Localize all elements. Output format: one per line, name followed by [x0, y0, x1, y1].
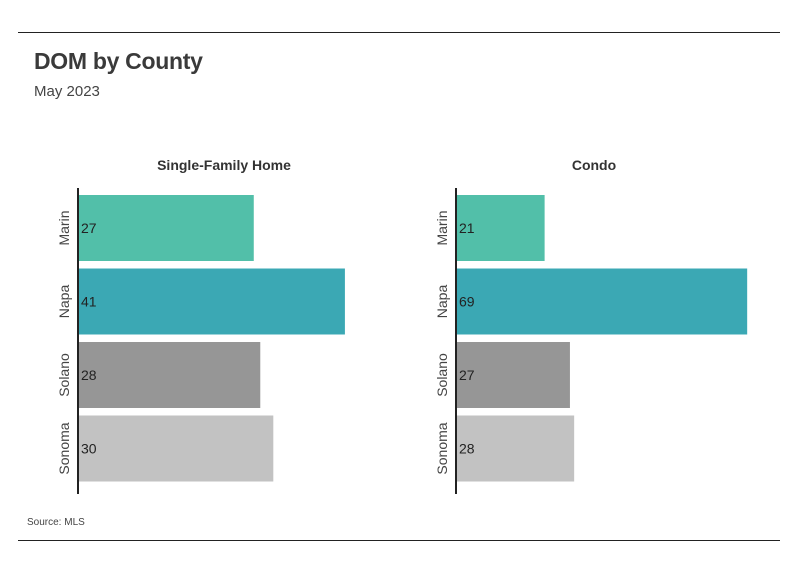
category-label: Solano	[56, 353, 72, 397]
panel-title: Condo	[572, 157, 616, 173]
category-label: Sonoma	[434, 422, 450, 474]
category-label: Marin	[434, 210, 450, 245]
bar-marin	[78, 195, 254, 261]
panel-0: Single-Family Home 27 Marin 41 Napa 28 Solano 3…	[56, 157, 345, 494]
value-label: 27	[459, 367, 475, 383]
category-label: Napa	[56, 285, 72, 319]
chart-title: DOM by County	[34, 48, 203, 74]
chart-subtitle: May 2023	[34, 83, 100, 100]
value-label: 69	[459, 294, 475, 310]
panel-1: Condo 21 Marin 69 Napa 27 Solano 28 Sonoma	[434, 157, 748, 494]
top-rule	[18, 32, 780, 33]
value-label: 21	[459, 220, 475, 236]
bar-marin	[456, 195, 545, 261]
bar-sonoma	[78, 415, 274, 482]
bar-solano	[78, 342, 261, 408]
bottom-rule	[18, 540, 780, 541]
category-label: Marin	[56, 210, 72, 245]
value-label: 27	[81, 220, 97, 236]
source-note: Source: MLS	[27, 517, 85, 528]
bar-napa	[456, 268, 748, 335]
value-label: 28	[81, 367, 97, 383]
bar-napa	[78, 268, 345, 335]
category-label: Napa	[434, 285, 450, 319]
value-label: 28	[459, 441, 475, 457]
bar-solano	[456, 342, 570, 408]
category-label: Sonoma	[56, 422, 72, 474]
value-label: 41	[81, 294, 97, 310]
bar-sonoma	[456, 415, 575, 482]
value-label: 30	[81, 441, 97, 457]
category-label: Solano	[434, 353, 450, 397]
panel-title: Single-Family Home	[157, 157, 291, 173]
